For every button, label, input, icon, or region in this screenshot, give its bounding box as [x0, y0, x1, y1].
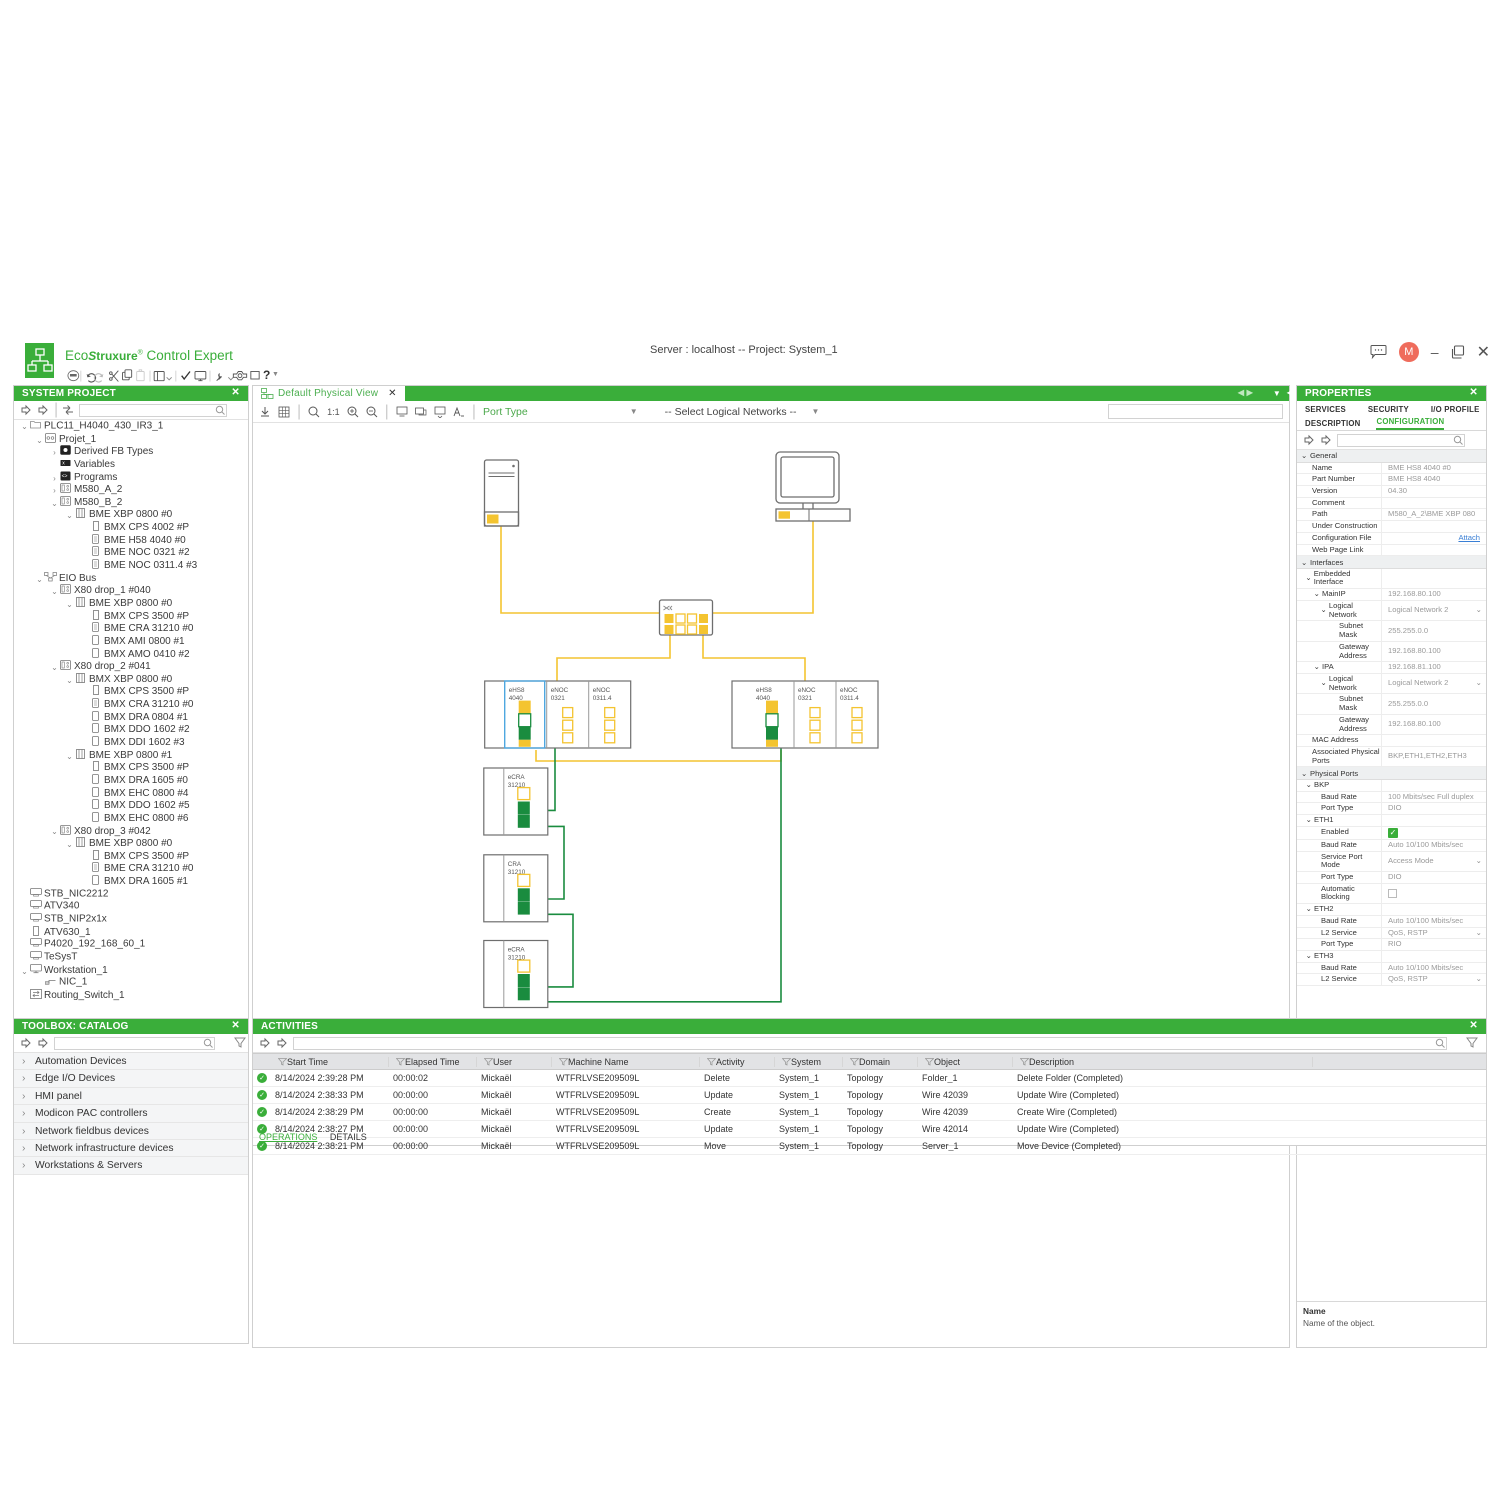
svg-text:CRA: CRA — [508, 861, 522, 868]
svg-text:eHS8: eHS8 — [756, 687, 772, 694]
svg-text:eNOC: eNOC — [551, 687, 569, 694]
svg-text:eHS8: eHS8 — [509, 687, 525, 694]
svg-text:eCRA: eCRA — [508, 774, 526, 781]
svg-text:eNOC: eNOC — [798, 687, 816, 694]
svg-text:0321: 0321 — [798, 695, 813, 702]
svg-text:0311.4: 0311.4 — [840, 695, 859, 702]
svg-text:eNOC: eNOC — [840, 687, 858, 694]
svg-text:0311.4: 0311.4 — [593, 695, 612, 702]
svg-text:eCRA: eCRA — [508, 947, 526, 954]
svg-text:0321: 0321 — [551, 695, 566, 702]
svg-text:<>: <> — [62, 473, 68, 479]
svg-text:eNOC: eNOC — [593, 687, 611, 694]
